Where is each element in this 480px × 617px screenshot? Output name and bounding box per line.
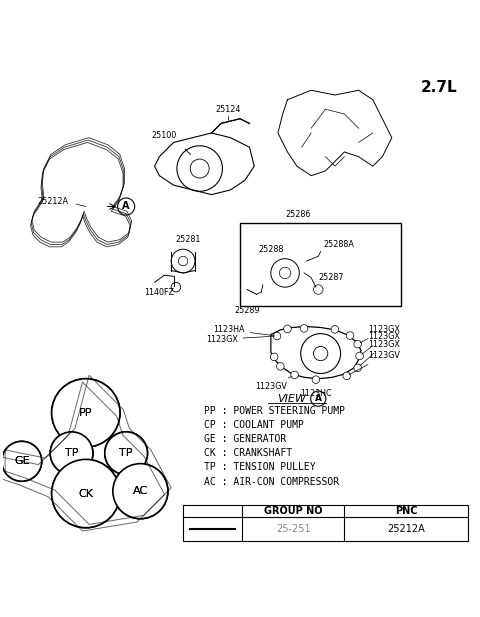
Circle shape xyxy=(52,379,120,447)
Circle shape xyxy=(300,325,308,332)
Text: AC: AC xyxy=(133,486,148,496)
Text: TP: TP xyxy=(120,448,133,458)
Circle shape xyxy=(52,460,120,528)
Text: CK: CK xyxy=(78,489,93,499)
Text: PNC: PNC xyxy=(395,507,417,516)
Text: 1123GX: 1123GX xyxy=(360,325,400,343)
Text: 25288A: 25288A xyxy=(323,240,354,249)
Circle shape xyxy=(354,364,361,371)
Text: A: A xyxy=(122,202,130,212)
Text: AC: AC xyxy=(133,486,148,496)
Text: 1123GX: 1123GX xyxy=(362,333,400,354)
Text: 1123HC: 1123HC xyxy=(300,389,332,398)
Circle shape xyxy=(346,332,354,339)
Circle shape xyxy=(50,432,93,474)
Circle shape xyxy=(113,463,168,519)
Text: 25289: 25289 xyxy=(234,306,260,315)
Text: 25288: 25288 xyxy=(258,245,284,254)
Text: PP: PP xyxy=(79,408,93,418)
Text: PP : POWER STEERING PUMP: PP : POWER STEERING PUMP xyxy=(204,405,346,415)
Circle shape xyxy=(354,341,361,348)
Text: CK : CRANKSHAFT: CK : CRANKSHAFT xyxy=(204,448,292,458)
Circle shape xyxy=(105,432,147,474)
Text: TP: TP xyxy=(120,448,133,458)
Text: 25100: 25100 xyxy=(152,131,177,140)
Text: 25281: 25281 xyxy=(175,236,201,244)
Circle shape xyxy=(284,325,291,333)
Text: PP: PP xyxy=(79,408,93,418)
Text: TP: TP xyxy=(65,448,78,458)
Text: CP : COOLANT PUMP: CP : COOLANT PUMP xyxy=(204,420,304,429)
Text: CK: CK xyxy=(78,489,93,499)
Text: GE : GENERATOR: GE : GENERATOR xyxy=(204,434,287,444)
Circle shape xyxy=(343,372,350,379)
Text: 25287: 25287 xyxy=(318,273,344,283)
Text: 1123GX: 1123GX xyxy=(360,339,400,366)
Text: 1123GX: 1123GX xyxy=(206,335,274,344)
Circle shape xyxy=(273,332,281,340)
Text: 1140FZ: 1140FZ xyxy=(144,288,174,297)
Text: 25286: 25286 xyxy=(285,210,311,219)
Text: 2.7L: 2.7L xyxy=(421,80,457,96)
Text: 25-251: 25-251 xyxy=(276,524,311,534)
Text: TP: TP xyxy=(65,448,78,458)
Text: 25212A: 25212A xyxy=(37,197,68,206)
Circle shape xyxy=(291,371,299,379)
Text: GE: GE xyxy=(14,456,30,466)
Text: A: A xyxy=(315,394,322,403)
Text: VIEW: VIEW xyxy=(277,394,306,404)
Circle shape xyxy=(2,441,42,481)
Text: 1123HA: 1123HA xyxy=(213,325,274,336)
Bar xyxy=(240,223,401,306)
Text: 25212A: 25212A xyxy=(387,524,425,534)
Text: AC : AIR-CON COMPRESSOR: AC : AIR-CON COMPRESSOR xyxy=(204,477,339,487)
Text: GE: GE xyxy=(14,456,30,466)
Text: 1123GV: 1123GV xyxy=(349,352,400,375)
Circle shape xyxy=(312,376,320,383)
Circle shape xyxy=(270,353,278,361)
Text: GROUP NO: GROUP NO xyxy=(264,507,323,516)
Text: TP : TENSION PULLEY: TP : TENSION PULLEY xyxy=(204,462,316,473)
Circle shape xyxy=(276,363,284,370)
Text: 25124: 25124 xyxy=(216,105,241,114)
Circle shape xyxy=(331,326,339,333)
Text: 1123GV: 1123GV xyxy=(255,376,292,391)
Circle shape xyxy=(356,352,363,360)
